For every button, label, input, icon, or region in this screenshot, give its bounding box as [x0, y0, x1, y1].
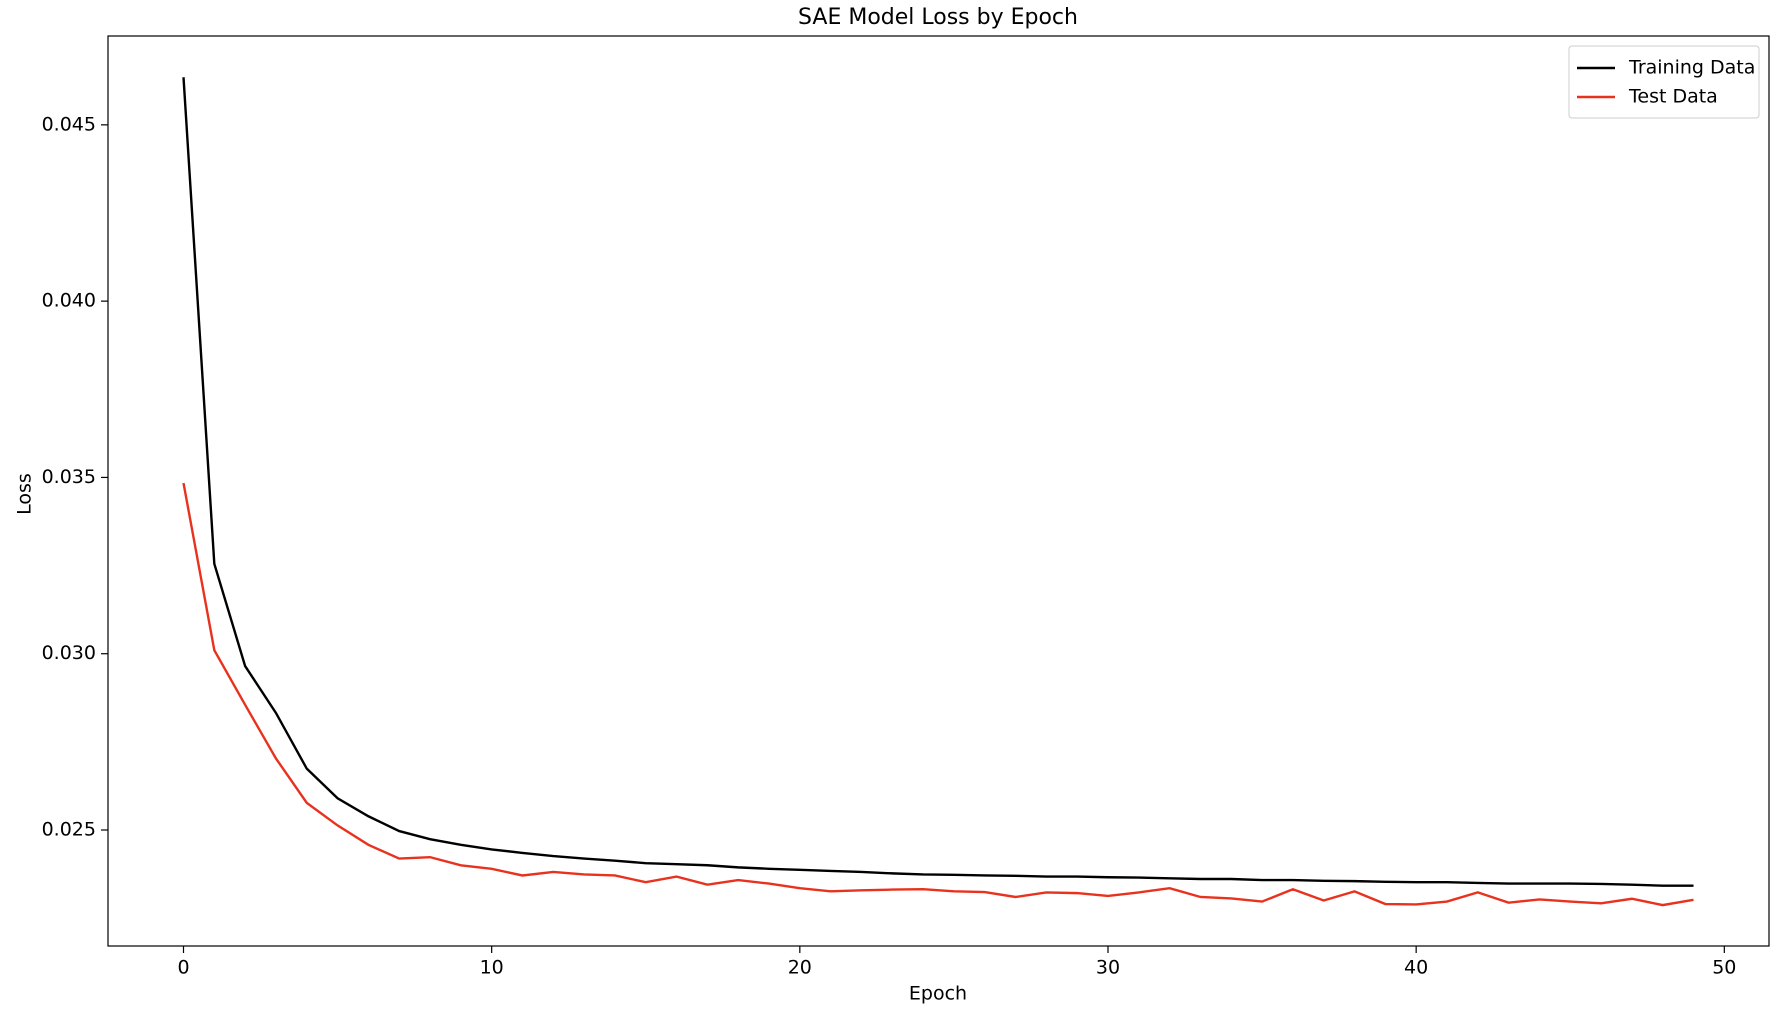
x-tick-label: 50: [1712, 957, 1736, 979]
x-tick-label: 30: [1096, 957, 1120, 979]
y-tick-label: 0.035: [42, 466, 96, 488]
y-tick-label: 0.025: [42, 819, 96, 841]
y-tick-label: 0.040: [42, 290, 96, 312]
legend-label: Training Data: [1628, 57, 1755, 79]
plot-frame: [107, 35, 1770, 947]
chart-title: SAE Model Loss by Epoch: [798, 5, 1078, 30]
x-tick-label: 0: [177, 957, 189, 979]
y-tick-label: 0.030: [42, 642, 96, 664]
x-tick-label: 10: [480, 957, 504, 979]
legend-box: [1568, 45, 1760, 119]
x-tick-label: 40: [1404, 957, 1428, 979]
legend-label: Test Data: [1628, 86, 1718, 108]
y-tick-label: 0.045: [42, 113, 96, 135]
series-line: [182, 77, 1694, 887]
x-axis-label: Epoch: [909, 983, 967, 1005]
y-axis-label: Loss: [14, 473, 36, 515]
series-line: [182, 482, 1694, 907]
x-tick-label: 20: [788, 957, 812, 979]
